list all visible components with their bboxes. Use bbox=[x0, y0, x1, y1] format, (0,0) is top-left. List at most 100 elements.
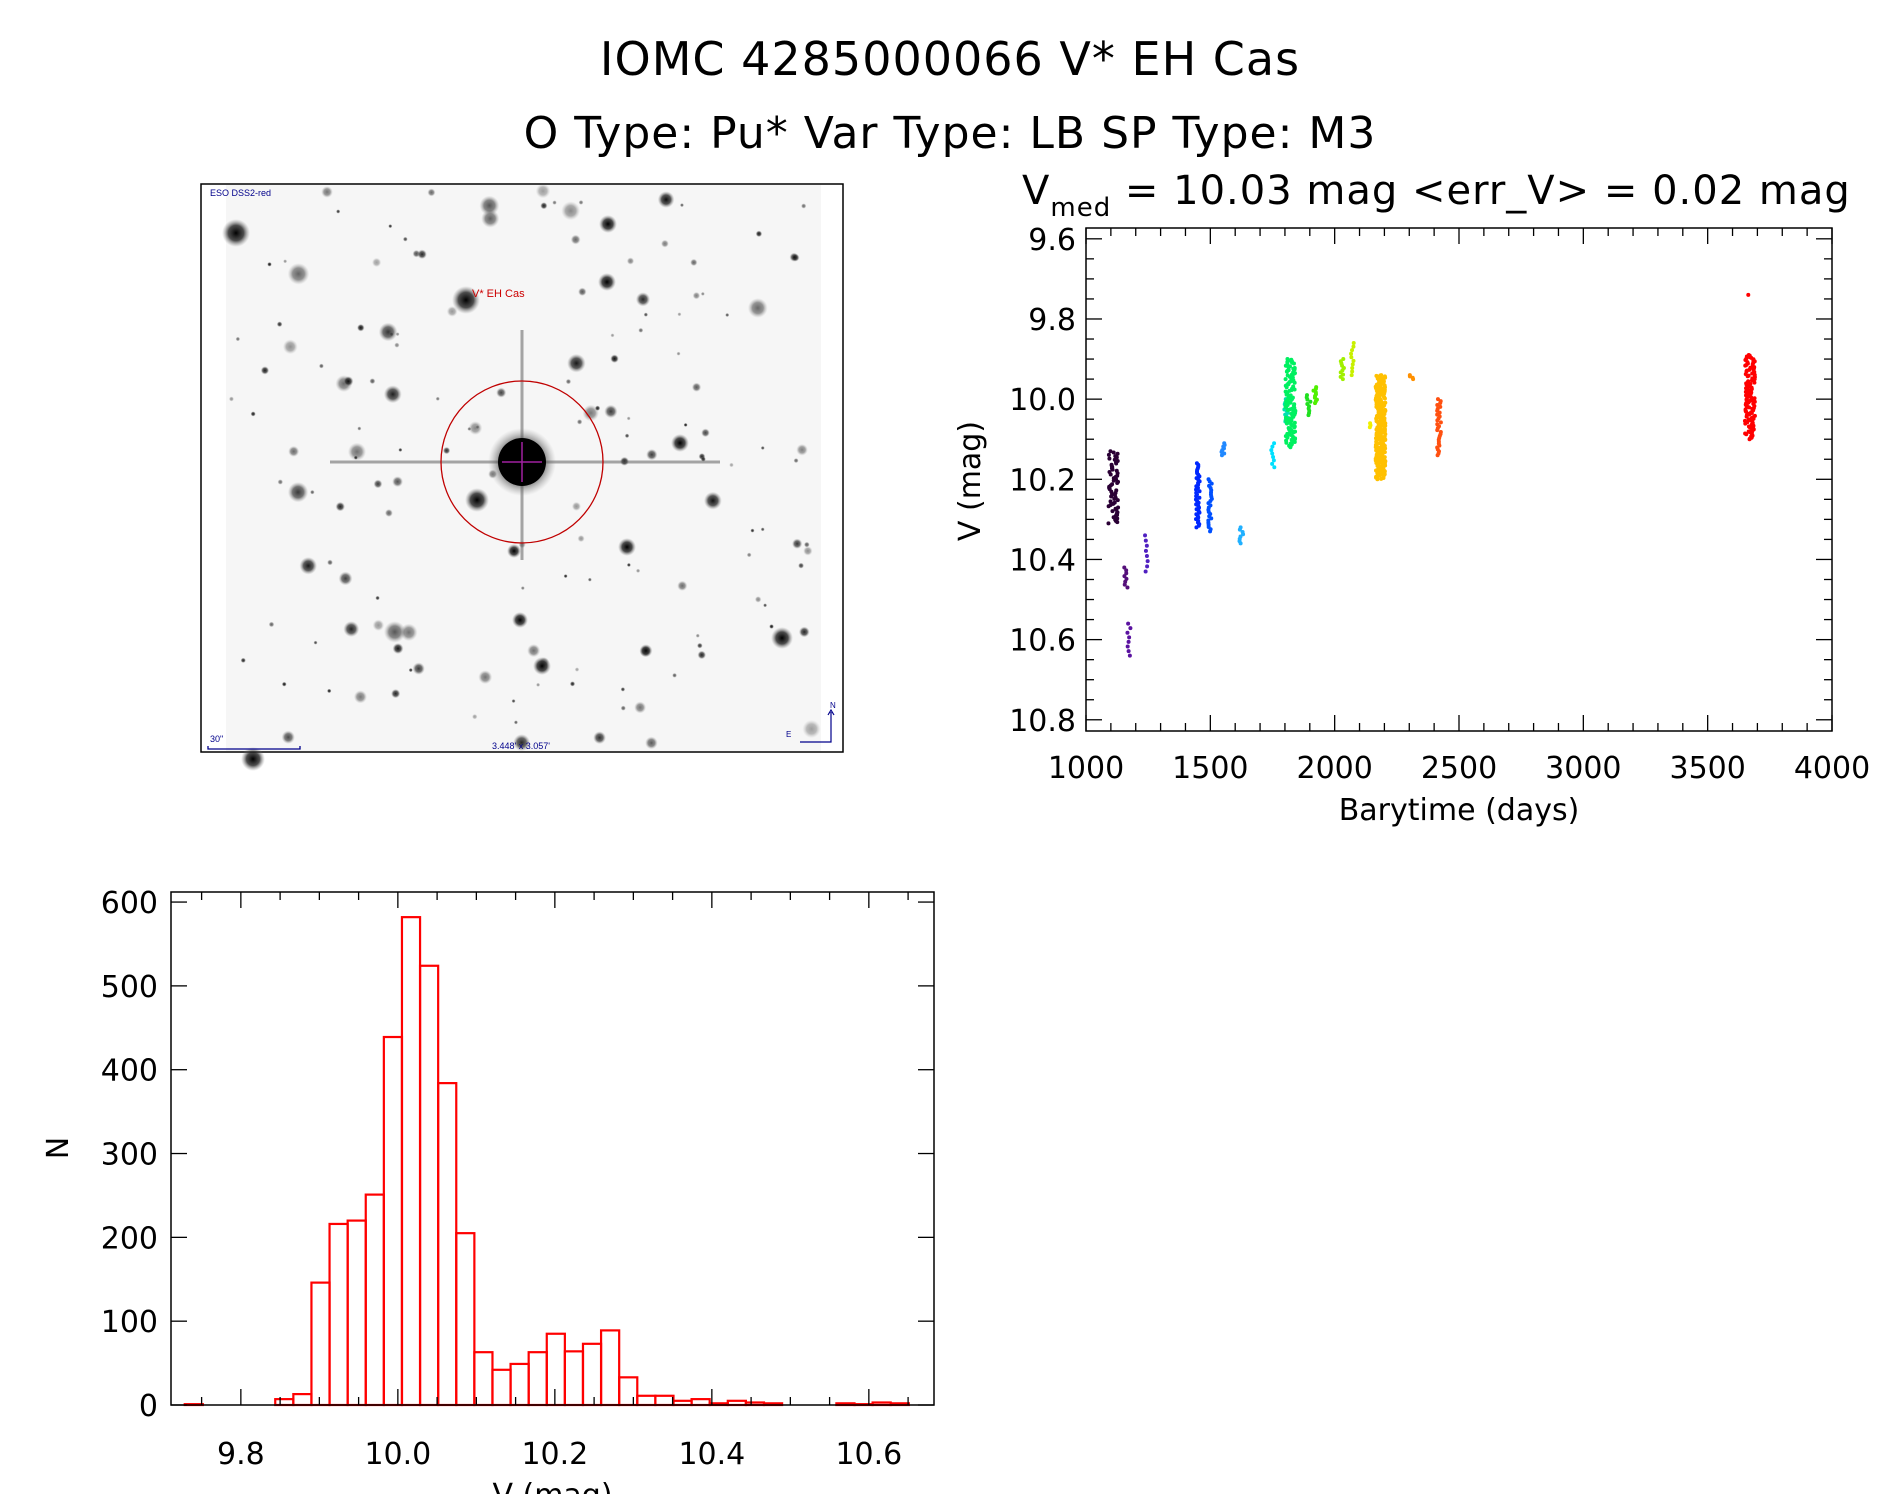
scale-bar-label: 30" bbox=[210, 734, 223, 744]
data-point bbox=[1109, 494, 1114, 499]
data-point bbox=[1292, 380, 1297, 385]
data-point bbox=[1145, 559, 1150, 564]
data-point bbox=[1110, 509, 1115, 514]
data-point bbox=[1350, 369, 1355, 374]
target-crosshair-icon bbox=[502, 442, 542, 482]
data-point bbox=[1270, 451, 1275, 456]
star bbox=[327, 559, 333, 566]
data-point bbox=[1285, 408, 1290, 413]
y-tick-label: 10.4 bbox=[1009, 543, 1076, 578]
star bbox=[277, 479, 284, 485]
x-tick-label: 10.6 bbox=[835, 1437, 902, 1472]
star bbox=[610, 354, 619, 363]
data-point bbox=[1292, 425, 1297, 430]
histogram-bar bbox=[599, 1329, 621, 1407]
star bbox=[369, 378, 376, 385]
data-point bbox=[1126, 621, 1131, 626]
east-label: E bbox=[786, 730, 791, 739]
star bbox=[283, 259, 288, 264]
star bbox=[372, 619, 385, 632]
data-point bbox=[1349, 373, 1354, 378]
star bbox=[789, 252, 799, 262]
star bbox=[392, 476, 404, 488]
star bbox=[318, 363, 324, 369]
star bbox=[576, 419, 583, 425]
data-point bbox=[1286, 365, 1291, 370]
y-tick-label: 10.2 bbox=[1009, 463, 1076, 498]
star bbox=[472, 713, 478, 720]
star bbox=[798, 562, 805, 569]
star bbox=[507, 544, 521, 558]
star bbox=[677, 312, 682, 317]
data-point bbox=[1110, 467, 1115, 472]
star bbox=[228, 396, 234, 402]
page-title: IOMC 4285000066 V* EH Cas bbox=[599, 32, 1301, 86]
data-point bbox=[1143, 538, 1148, 543]
y-tick-label: 100 bbox=[101, 1305, 158, 1340]
star bbox=[276, 321, 283, 328]
star bbox=[624, 433, 630, 439]
star bbox=[593, 731, 606, 745]
star bbox=[343, 621, 360, 637]
star bbox=[599, 215, 617, 233]
histogram-bar bbox=[400, 916, 422, 1407]
y-tick-label: 10.0 bbox=[1009, 383, 1076, 418]
star bbox=[388, 224, 393, 229]
star bbox=[353, 690, 368, 704]
x-tick-label: 2000 bbox=[1296, 751, 1372, 786]
data-point bbox=[1126, 649, 1131, 654]
star bbox=[267, 262, 272, 267]
data-point bbox=[1284, 369, 1289, 374]
data-point bbox=[1143, 569, 1148, 574]
star bbox=[552, 200, 557, 205]
star bbox=[299, 556, 318, 575]
data-point bbox=[1379, 476, 1384, 481]
star bbox=[646, 448, 658, 461]
star bbox=[378, 322, 398, 342]
data-point bbox=[1350, 365, 1355, 370]
data-point bbox=[1746, 292, 1751, 297]
data-point bbox=[1197, 489, 1202, 494]
histogram-bar bbox=[654, 1394, 675, 1407]
data-point bbox=[1106, 452, 1111, 457]
histogram-bar bbox=[581, 1342, 603, 1407]
data-point bbox=[1292, 420, 1297, 425]
star bbox=[512, 612, 528, 628]
star bbox=[635, 568, 641, 573]
star bbox=[701, 428, 710, 438]
star bbox=[755, 230, 763, 238]
x-tick-label: 10.0 bbox=[364, 1437, 431, 1472]
data-point bbox=[1288, 400, 1293, 405]
data-point bbox=[1125, 630, 1130, 635]
star bbox=[353, 455, 358, 460]
star bbox=[392, 643, 404, 655]
data-point bbox=[1197, 495, 1202, 500]
histogram-bar bbox=[545, 1332, 566, 1407]
data-point bbox=[1126, 639, 1131, 644]
data-point bbox=[1108, 499, 1113, 504]
star bbox=[771, 627, 793, 649]
data-point bbox=[1115, 498, 1120, 503]
data-point bbox=[1269, 448, 1274, 453]
y-tick-label: 600 bbox=[101, 886, 158, 921]
star bbox=[696, 642, 703, 649]
star bbox=[417, 249, 427, 260]
star bbox=[536, 682, 541, 687]
page-subtitle: O Type: Pu* Var Type: LB SP Type: M3 bbox=[523, 108, 1377, 159]
star bbox=[384, 509, 393, 517]
data-point bbox=[1435, 402, 1440, 407]
star bbox=[513, 720, 519, 725]
star bbox=[695, 633, 700, 638]
star bbox=[465, 488, 489, 512]
star bbox=[610, 333, 615, 338]
data-point bbox=[1194, 494, 1199, 499]
data-point bbox=[1143, 548, 1148, 553]
star bbox=[598, 273, 616, 291]
data-point bbox=[1124, 568, 1129, 573]
star bbox=[692, 291, 701, 300]
data-point bbox=[1308, 399, 1313, 404]
star bbox=[391, 688, 401, 699]
data-point bbox=[1747, 405, 1752, 410]
data-point bbox=[1144, 554, 1149, 559]
